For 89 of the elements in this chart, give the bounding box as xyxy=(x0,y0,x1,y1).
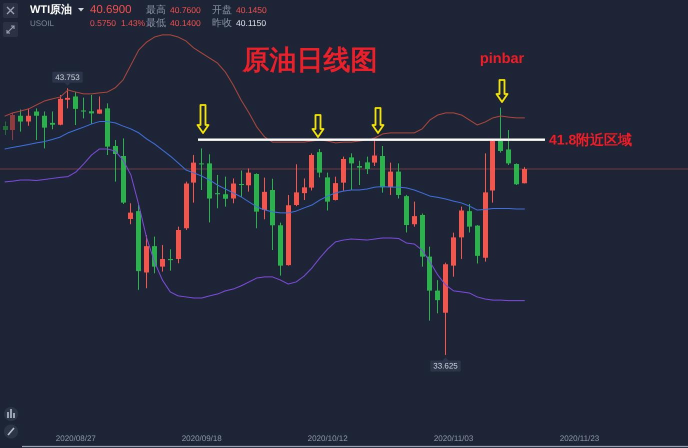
candlestick xyxy=(144,235,149,288)
candlestick xyxy=(270,178,275,250)
candlestick xyxy=(199,148,204,190)
candlestick xyxy=(18,109,23,132)
text: 1.43% xyxy=(121,18,146,28)
candlestick xyxy=(514,163,519,186)
candlestick xyxy=(3,122,8,135)
candlestick xyxy=(467,204,472,232)
candlestick xyxy=(239,170,244,197)
candlestick xyxy=(97,96,102,114)
candlestick xyxy=(506,130,511,166)
candlestick xyxy=(215,175,220,208)
text: 40.6900 xyxy=(90,4,132,16)
x-tick-label: 2020/10/12 xyxy=(308,434,348,443)
candlestick xyxy=(365,156,370,174)
x-tick-label: 2020/09/18 xyxy=(182,434,222,443)
candlestick xyxy=(451,232,456,277)
candlestick xyxy=(231,178,236,204)
x-tick-label: 2020/11/03 xyxy=(434,434,474,443)
candlestick xyxy=(191,155,196,203)
candlestick xyxy=(309,153,314,191)
text: 40.7600 xyxy=(170,5,201,15)
candlestick xyxy=(34,108,39,140)
candlestick xyxy=(404,195,409,232)
candlestick xyxy=(380,146,385,193)
candlestick xyxy=(412,202,417,227)
candlestick xyxy=(121,138,126,204)
candlestick xyxy=(42,112,47,148)
candlestick xyxy=(136,205,141,290)
text: 最高 xyxy=(146,4,166,16)
candlestick xyxy=(286,195,291,266)
candlestick xyxy=(168,249,173,271)
candlestick xyxy=(160,245,165,272)
text: 最低 xyxy=(146,18,166,29)
candlestick xyxy=(302,178,307,200)
candlestick xyxy=(81,98,86,118)
annotation: 43.753 xyxy=(55,73,80,82)
candlestick xyxy=(254,173,259,228)
candlestick xyxy=(435,280,440,314)
candlestick xyxy=(459,206,464,260)
candlestick xyxy=(58,94,63,126)
candlestick xyxy=(333,176,338,201)
text: 40.1150 xyxy=(236,18,266,28)
candlestick xyxy=(262,178,267,220)
candlestick xyxy=(128,203,133,224)
candlestick xyxy=(10,113,15,140)
candlestick xyxy=(490,140,495,203)
annotation: 33.625 xyxy=(433,362,458,371)
value-label: 33.625 xyxy=(430,358,461,372)
candlestick xyxy=(498,108,503,153)
candlestick xyxy=(522,167,527,184)
candlestick xyxy=(317,148,322,178)
ref-line-label: 41.8附近区域 xyxy=(549,132,632,148)
candlestick xyxy=(184,182,189,230)
candlestick xyxy=(113,140,118,182)
text: 0.5750 xyxy=(90,18,116,28)
x-tick-label: 2020/08/27 xyxy=(56,434,96,443)
candlestick xyxy=(341,156,346,191)
candlestick xyxy=(176,226,181,264)
candlestick xyxy=(294,164,299,206)
text: pinbar xyxy=(480,51,525,67)
candlestick xyxy=(325,172,330,211)
candlestick xyxy=(396,163,401,198)
text: 40.1450 xyxy=(236,5,267,15)
candlestick xyxy=(483,153,488,262)
candlestick xyxy=(26,108,31,126)
text: 40.1400 xyxy=(170,18,201,28)
text: 开盘 xyxy=(212,4,232,16)
candlestick xyxy=(427,246,432,321)
candlestick xyxy=(223,176,228,207)
text: WTI原油 xyxy=(30,3,72,16)
candlestick xyxy=(246,168,251,192)
candlestick xyxy=(372,140,377,166)
candlestick xyxy=(207,154,212,222)
chart-title: 原油日线图 xyxy=(242,45,378,75)
x-tick-label: 2020/11/23 xyxy=(560,434,600,443)
text: USOIL xyxy=(30,19,55,28)
candlestick xyxy=(443,262,448,355)
candlestick xyxy=(357,160,362,186)
candlestick xyxy=(349,153,354,191)
candlestick xyxy=(420,213,425,267)
candlestick xyxy=(50,112,55,130)
candlestick xyxy=(105,103,110,155)
candlestick xyxy=(475,225,480,264)
candlestick xyxy=(73,92,78,125)
text: 昨收 xyxy=(212,17,232,29)
candlestick xyxy=(278,222,283,276)
candlestick xyxy=(388,162,393,196)
candlestick xyxy=(89,94,94,124)
